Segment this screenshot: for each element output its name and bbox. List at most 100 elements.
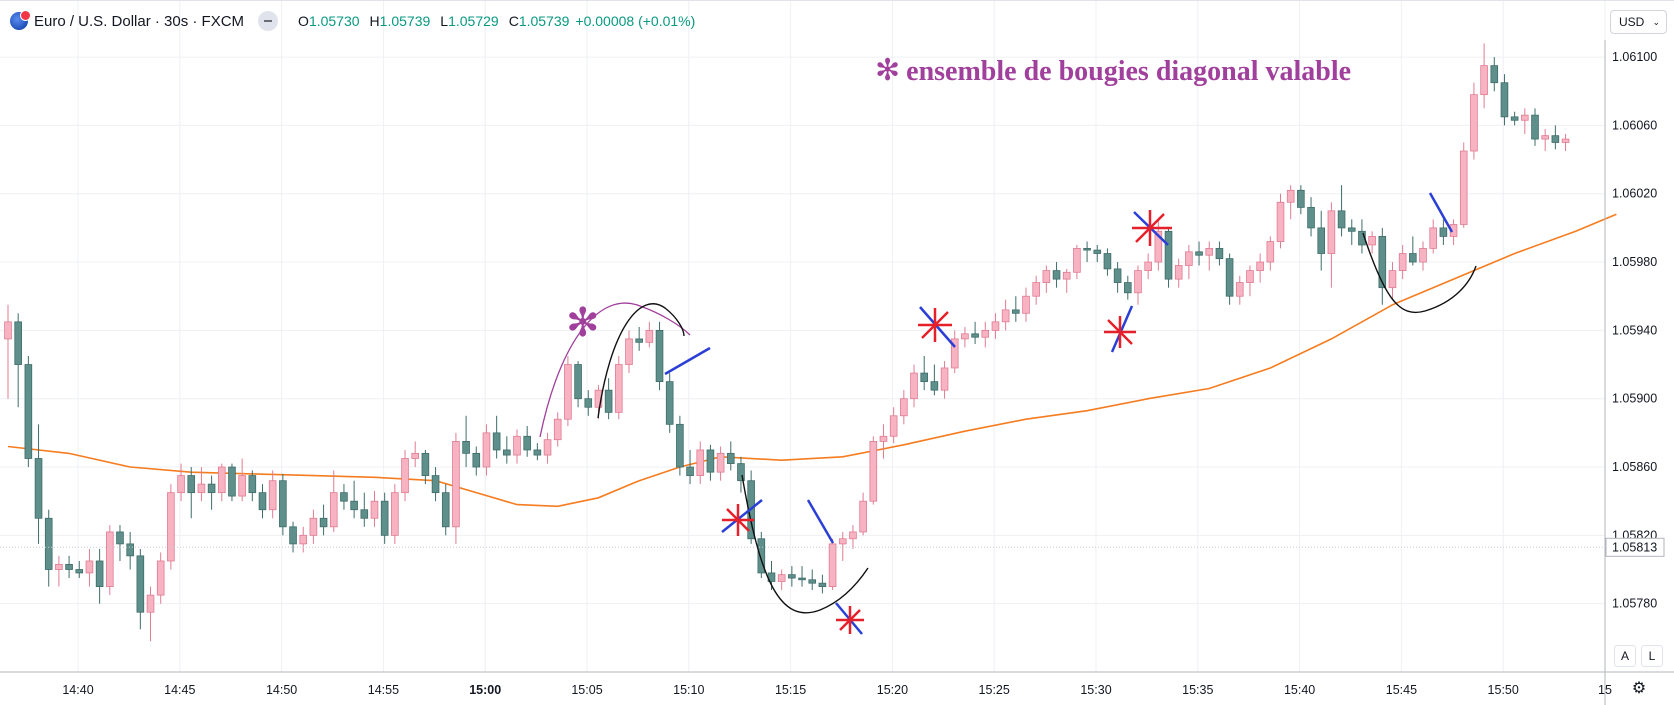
candle-body [1083, 247, 1091, 251]
candle-body [523, 435, 531, 451]
candle [900, 390, 908, 425]
candle [1032, 275, 1040, 305]
candle [655, 321, 664, 391]
candle [869, 436, 878, 505]
candle [187, 467, 196, 519]
candle-body [1429, 227, 1438, 249]
candle-body [411, 452, 419, 459]
candle-body [482, 432, 491, 468]
candle [411, 441, 419, 468]
candle-body [1215, 247, 1224, 260]
candle-body [1001, 309, 1010, 323]
candle [1561, 133, 1570, 152]
candle-body [930, 381, 939, 391]
candle [289, 521, 297, 553]
candle-body [4, 321, 12, 340]
candle [849, 525, 857, 550]
candle [55, 555, 63, 587]
candle-body [360, 509, 369, 519]
candle [34, 424, 43, 544]
candles [4, 43, 1570, 642]
candle [1256, 253, 1264, 283]
candle-body [1368, 236, 1376, 246]
candle [716, 446, 725, 481]
candle [553, 412, 562, 447]
candle-body [686, 466, 694, 476]
candle [1093, 244, 1102, 263]
currency-select[interactable]: USD ⌄ [1610, 10, 1667, 34]
candle-body [1500, 82, 1509, 118]
candle [492, 415, 501, 459]
candle [1124, 275, 1132, 300]
candle-body [1246, 270, 1254, 283]
candle [421, 449, 430, 485]
candle [482, 424, 491, 476]
candle [309, 509, 318, 544]
candle [319, 504, 328, 536]
candle [1246, 265, 1254, 297]
candle-body [1022, 295, 1030, 314]
candle [1510, 111, 1519, 126]
candle-body [808, 579, 817, 584]
annotation-label: ensemble de bougies diagonal valable [906, 56, 1352, 87]
candle-body [645, 329, 654, 343]
candle [106, 525, 114, 596]
drawing-blue-line [1110, 305, 1134, 353]
candle-body [289, 526, 297, 545]
candle-body [329, 492, 338, 528]
currency-label: USD [1619, 15, 1645, 29]
candle [228, 463, 236, 502]
candle [930, 364, 939, 396]
candle [1378, 227, 1387, 305]
drawing-black-arc-top [597, 303, 685, 419]
candle-body [574, 364, 582, 400]
candle-body [635, 338, 643, 343]
candle [136, 549, 145, 630]
log-scale-button[interactable]: L [1641, 645, 1663, 667]
candle-body [838, 538, 847, 545]
candle-body [1409, 253, 1417, 263]
auto-scale-button[interactable]: A [1614, 645, 1636, 667]
candle [859, 492, 867, 536]
drawing-blue-line [721, 499, 763, 533]
candle [920, 356, 928, 391]
candle-body [1144, 261, 1152, 271]
drawing-purple-arc [539, 302, 691, 438]
candle-body [615, 364, 623, 413]
candle-body [1012, 309, 1020, 314]
candle [1235, 275, 1244, 305]
candle-body [197, 483, 206, 494]
candle-body [869, 441, 878, 502]
candle [177, 463, 185, 502]
symbol-title[interactable]: Euro / U.S. Dollar · 30s · FXCM [34, 12, 245, 30]
candle-body [726, 452, 735, 465]
candle [1297, 185, 1305, 215]
collapse-legend-icon[interactable] [258, 11, 279, 31]
candle-body [706, 449, 715, 473]
candle [472, 446, 481, 476]
y-tick-label: 1.05860 [1612, 460, 1657, 474]
candle [441, 484, 450, 536]
candle [279, 473, 287, 536]
ohlc-close: C1.05739 [508, 13, 570, 29]
candle-body [1266, 241, 1275, 263]
symbol-legend: Euro / U.S. Dollar · 30s · FXCM O1.05730… [10, 10, 695, 31]
candle-body [340, 492, 348, 502]
candle [604, 378, 613, 420]
candle [1276, 193, 1285, 249]
candle [838, 531, 847, 561]
candle [1042, 265, 1051, 293]
candle-body [920, 372, 928, 383]
candle-body [34, 458, 43, 519]
candle-body [1174, 265, 1183, 280]
candle-body [716, 452, 725, 473]
user-drawings [539, 192, 1477, 635]
candle-body [95, 560, 104, 587]
candle [1490, 57, 1499, 92]
gear-icon[interactable]: ⚙ [1631, 680, 1647, 697]
candle [564, 356, 572, 427]
candle [431, 467, 440, 502]
candle-body [798, 577, 806, 581]
candle [910, 364, 918, 408]
